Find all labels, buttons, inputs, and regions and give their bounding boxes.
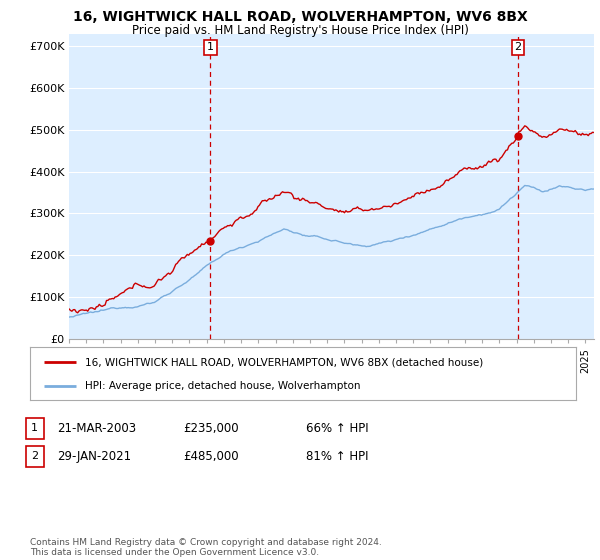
Text: 2: 2 [31, 451, 38, 461]
Text: £485,000: £485,000 [183, 450, 239, 463]
Text: 29-JAN-2021: 29-JAN-2021 [57, 450, 131, 463]
Text: 16, WIGHTWICK HALL ROAD, WOLVERHAMPTON, WV6 8BX: 16, WIGHTWICK HALL ROAD, WOLVERHAMPTON, … [73, 10, 527, 24]
Text: £235,000: £235,000 [183, 422, 239, 435]
Text: 66% ↑ HPI: 66% ↑ HPI [306, 422, 368, 435]
Text: 21-MAR-2003: 21-MAR-2003 [57, 422, 136, 435]
Text: 1: 1 [207, 43, 214, 52]
Text: Contains HM Land Registry data © Crown copyright and database right 2024.
This d: Contains HM Land Registry data © Crown c… [30, 538, 382, 557]
Text: 16, WIGHTWICK HALL ROAD, WOLVERHAMPTON, WV6 8BX (detached house): 16, WIGHTWICK HALL ROAD, WOLVERHAMPTON, … [85, 357, 483, 367]
Text: 2: 2 [514, 43, 521, 52]
Text: HPI: Average price, detached house, Wolverhampton: HPI: Average price, detached house, Wolv… [85, 380, 360, 390]
Text: 1: 1 [31, 423, 38, 433]
Text: 81% ↑ HPI: 81% ↑ HPI [306, 450, 368, 463]
Text: Price paid vs. HM Land Registry's House Price Index (HPI): Price paid vs. HM Land Registry's House … [131, 24, 469, 36]
